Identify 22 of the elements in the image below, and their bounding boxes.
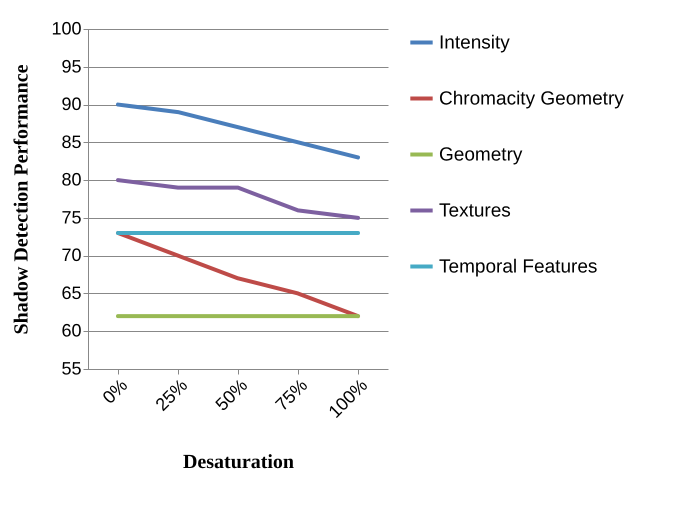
legend-label: Temporal Features [439,256,598,278]
y-tick-label: 100 [51,18,82,38]
line-series [116,102,360,160]
legend-label: Chromacity Geometry [439,88,624,110]
y-tick-label: 55 [61,358,82,378]
x-axis-title: Desaturation [182,450,294,473]
legend-label: Geometry [439,144,523,166]
y-tick-label: 90 [61,94,82,114]
y-tick-label: 65 [61,282,82,303]
legend-label: Intensity [439,32,510,54]
legend-label: Textures [439,200,511,222]
y-tick-label: 95 [61,56,82,76]
y-tick-label: 85 [61,132,82,152]
x-tick-label: 75% [272,375,312,415]
y-tick-label: 60 [61,320,82,341]
line-series [116,178,360,220]
y-tick-label: 70 [61,245,82,266]
y-axis-title: Shadow Detection Performance [10,64,32,334]
x-tick-label: 0% [98,375,132,408]
y-tick-label: 80 [61,170,82,190]
x-tick-label: 50% [212,375,252,415]
y-tick-label: 75 [61,207,82,228]
